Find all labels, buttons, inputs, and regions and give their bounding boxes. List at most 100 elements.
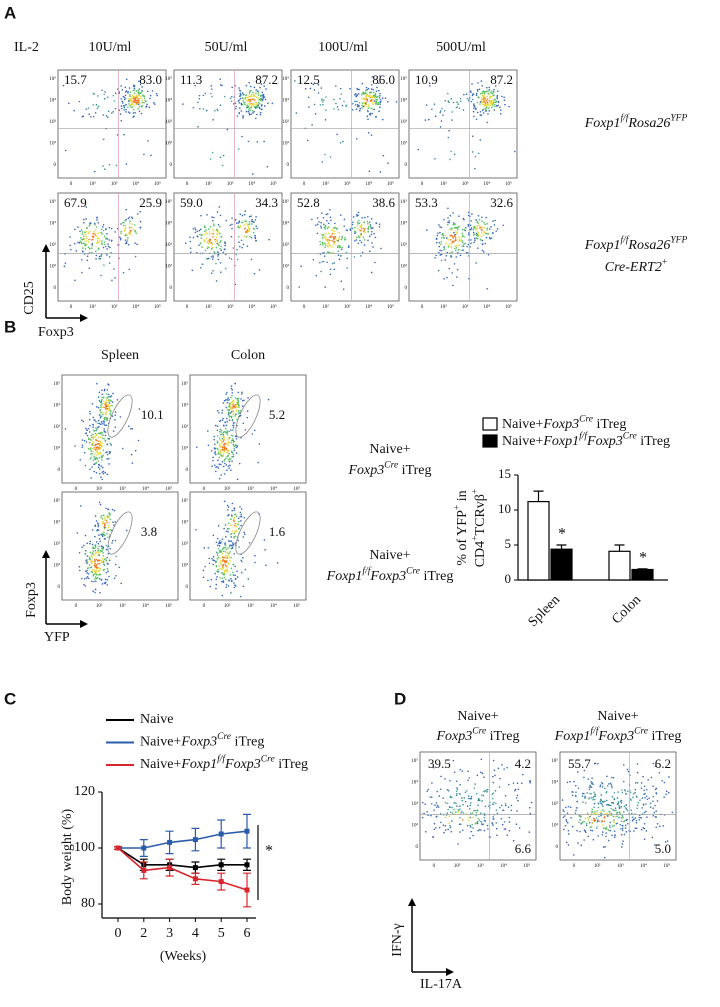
cell-dot — [587, 835, 590, 838]
cell-dot — [458, 107, 461, 109]
cell-dot — [212, 235, 214, 238]
cell-dot — [510, 809, 513, 812]
plot-frame — [290, 69, 400, 179]
cell-dot — [444, 802, 447, 804]
cell-dot — [501, 823, 504, 826]
cell-dot — [101, 445, 103, 448]
cell-dot — [98, 468, 101, 470]
cell-dot — [475, 809, 477, 812]
cell-dot — [492, 104, 494, 107]
cell-dot — [626, 790, 629, 792]
cell-dot — [631, 816, 634, 819]
cell-dot — [276, 562, 279, 564]
cell-dot — [610, 812, 613, 815]
cell-dot — [450, 242, 453, 245]
cell-dot — [426, 790, 429, 792]
cell-dot — [252, 93, 255, 96]
y-tick-label: 10 — [498, 501, 511, 516]
cell-dot — [472, 135, 474, 138]
cell-dot — [635, 821, 638, 824]
cell-dot — [457, 843, 459, 845]
cell-dot — [361, 227, 363, 229]
cell-dot — [252, 112, 254, 114]
quadrant-value: 6.2 — [655, 756, 671, 771]
cell-dot — [367, 110, 369, 113]
cell-dot — [98, 545, 101, 548]
cell-dot — [575, 791, 577, 793]
cell-dot — [613, 824, 615, 827]
cell-dot — [98, 453, 100, 456]
flow-tick-label: 10⁴ — [53, 519, 60, 525]
cell-dot — [88, 113, 91, 115]
cell-dot — [95, 448, 97, 451]
cell-dot — [246, 245, 249, 248]
cell-dot — [221, 419, 224, 422]
cell-dot — [489, 95, 492, 98]
cell-dot — [99, 436, 102, 438]
flow-tick-label: 10³ — [462, 181, 469, 187]
cell-dot — [245, 235, 248, 238]
cell-dot — [607, 803, 610, 806]
cell-dot — [658, 825, 661, 827]
cell-dot — [116, 134, 119, 136]
cell-dot — [101, 437, 104, 439]
cell-dot — [626, 822, 629, 825]
cell-dot — [447, 207, 449, 210]
cell-dot — [74, 445, 76, 447]
cell-dot — [228, 452, 231, 455]
cell-dot — [452, 212, 454, 214]
cell-dot — [100, 404, 102, 407]
cell-dot — [480, 229, 483, 232]
cell-dot — [636, 796, 638, 798]
column-header: Spleen — [101, 348, 139, 363]
cell-dot — [450, 150, 452, 153]
cell-dot — [103, 528, 106, 531]
cell-dot — [238, 87, 240, 89]
cell-dot — [440, 249, 443, 252]
cell-dot — [86, 561, 89, 563]
cell-dot — [219, 567, 222, 570]
cell-dot — [644, 796, 646, 799]
cell-dot — [563, 828, 565, 831]
cell-dot — [103, 403, 106, 405]
cell-dot — [228, 552, 230, 555]
cell-dot — [444, 259, 447, 261]
cell-dot — [222, 547, 225, 550]
cell-dot — [484, 805, 487, 808]
cell-dot — [325, 232, 327, 235]
cell-dot — [488, 102, 490, 104]
cell-dot — [380, 247, 382, 250]
cell-dot — [327, 242, 329, 245]
cell-dot — [251, 223, 253, 225]
cell-dot — [340, 254, 342, 257]
cell-dot — [477, 804, 479, 807]
cell-dot — [106, 397, 108, 399]
flow-tick-label: 10³ — [227, 304, 234, 310]
cell-dot — [465, 813, 467, 815]
text-segment: Naive+ — [369, 548, 410, 563]
cell-dot — [319, 104, 322, 106]
cell-dot — [333, 262, 336, 264]
x-tick-label: 5 — [218, 926, 225, 941]
cell-dot — [74, 228, 76, 231]
flow-tick-label: 10² — [224, 486, 231, 492]
cell-dot — [599, 785, 601, 788]
cell-dot — [331, 239, 333, 242]
cell-dot — [486, 98, 489, 100]
cell-dot — [480, 829, 482, 831]
quadrant-value: 86.0 — [372, 72, 395, 87]
cell-dot — [192, 106, 195, 109]
cell-dot — [254, 561, 256, 564]
text-segment: Foxp3 — [224, 757, 261, 772]
cell-dot — [91, 402, 94, 405]
cell-dot — [623, 805, 626, 808]
cell-dot — [102, 547, 105, 549]
cell-dot — [232, 543, 235, 546]
cell-dot — [360, 225, 362, 227]
cell-dot — [444, 829, 447, 831]
cell-dot — [207, 546, 210, 549]
cell-dot — [461, 234, 464, 237]
cell-dot — [375, 116, 378, 118]
cell-dot — [94, 452, 97, 455]
cell-dot — [211, 216, 213, 218]
